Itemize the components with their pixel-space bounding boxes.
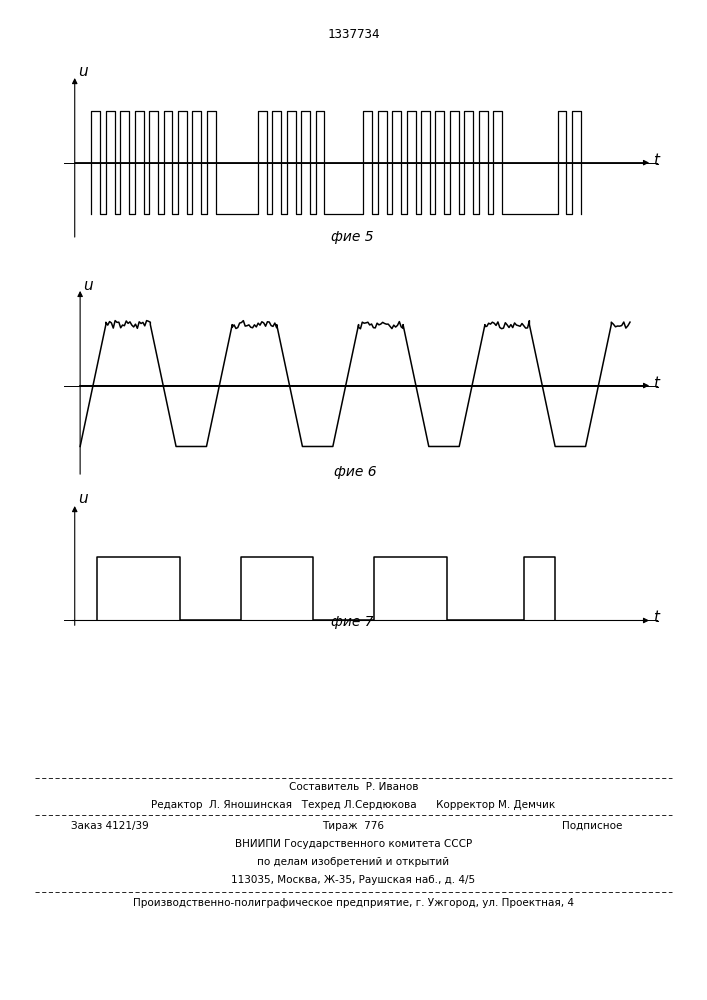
Text: $u$: $u$	[78, 64, 88, 79]
Text: по делам изобретений и открытий: по делам изобретений и открытий	[257, 857, 450, 867]
Text: $t$: $t$	[653, 152, 662, 168]
Text: Подписное: Подписное	[562, 821, 622, 831]
Text: ВНИИПИ Государственного комитета СССР: ВНИИПИ Государственного комитета СССР	[235, 839, 472, 849]
Text: Тираж  776: Тираж 776	[322, 821, 385, 831]
Text: Редактор  Л. Яношинская   Техред Л.Сердюкова      Корректор М. Демчик: Редактор Л. Яношинская Техред Л.Сердюков…	[151, 800, 556, 810]
Text: 1337734: 1337734	[327, 28, 380, 41]
Text: $t$: $t$	[653, 374, 662, 390]
Text: $u$: $u$	[83, 278, 94, 293]
Text: Заказ 4121/39: Заказ 4121/39	[71, 821, 148, 831]
Text: Производственно-полиграфическое предприятие, г. Ужгород, ул. Проектная, 4: Производственно-полиграфическое предприя…	[133, 898, 574, 908]
Text: фие 7: фие 7	[331, 615, 373, 629]
Text: фие 6: фие 6	[334, 465, 376, 479]
Text: фие 5: фие 5	[331, 230, 373, 244]
Text: 113035, Москва, Ж-35, Раушская наб., д. 4/5: 113035, Москва, Ж-35, Раушская наб., д. …	[231, 875, 476, 885]
Text: Составитель  Р. Иванов: Составитель Р. Иванов	[288, 782, 419, 792]
Text: $t$: $t$	[653, 609, 662, 625]
Text: $u$: $u$	[78, 491, 88, 506]
